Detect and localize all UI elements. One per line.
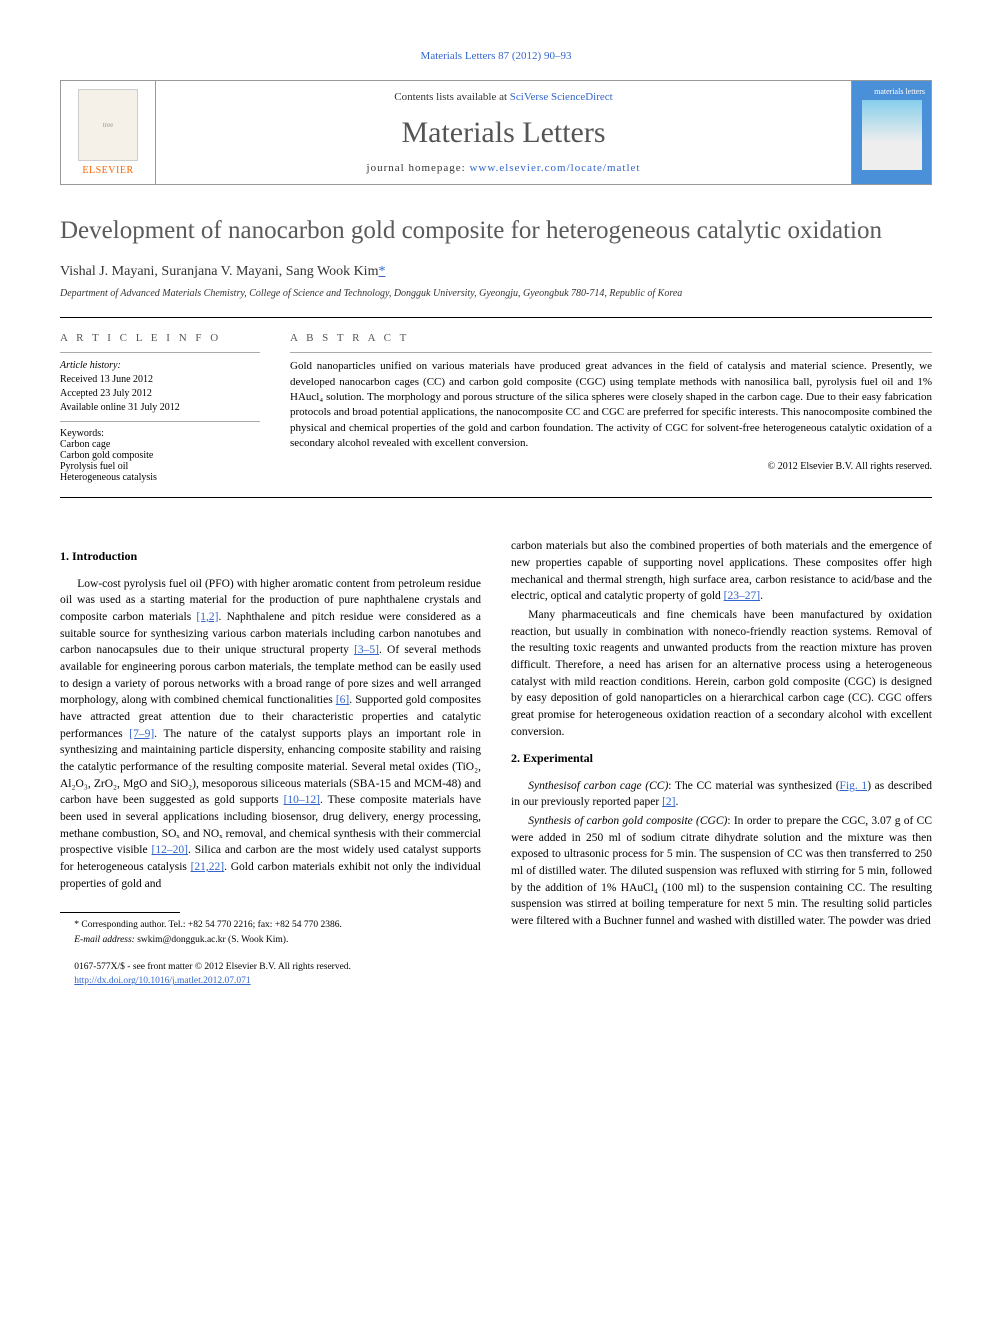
article-history-block: Article history: Received 13 June 2012 A… <box>60 352 260 415</box>
header-center: Contents lists available at SciVerse Sci… <box>156 81 851 184</box>
intro-paragraph-2: Many pharmaceuticals and fine chemicals … <box>511 607 932 740</box>
corresponding-author-footnote: * Corresponding author. Tel.: +82 54 770… <box>60 919 481 932</box>
accepted-date: Accepted 23 July 2012 <box>60 387 260 401</box>
elsevier-logo: tree ELSEVIER <box>61 81 156 184</box>
exp-paragraph-2: Synthesis of carbon gold composite (CGC)… <box>511 813 932 930</box>
corresponding-author-mark[interactable]: * <box>378 264 385 279</box>
email-label: E-mail address: <box>74 935 135 945</box>
cover-art-icon <box>862 100 922 170</box>
doi-link[interactable]: http://dx.doi.org/10.1016/j.matlet.2012.… <box>74 976 250 986</box>
contents-prefix: Contents lists available at <box>394 91 509 103</box>
journal-cover-thumbnail: materials letters <box>851 81 931 184</box>
citation-link[interactable]: [1,2] <box>196 611 218 623</box>
keyword: Carbon cage <box>60 439 260 450</box>
online-date: Available online 31 July 2012 <box>60 401 260 415</box>
section-1-heading: 1. Introduction <box>60 548 481 565</box>
journal-name: Materials Letters <box>166 116 841 150</box>
citation-link[interactable]: [10–12] <box>284 794 320 806</box>
article-title: Development of nanocarbon gold composite… <box>60 215 932 246</box>
journal-header-box: tree ELSEVIER Contents lists available a… <box>60 80 932 185</box>
article-info-heading: A R T I C L E I N F O <box>60 332 260 344</box>
exp-paragraph-1: Synthesisof carbon cage (CC): The CC mat… <box>511 778 932 811</box>
run-in-heading: Synthesisof carbon cage (CC) <box>528 780 668 792</box>
abstract-copyright: © 2012 Elsevier B.V. All rights reserved… <box>290 460 932 474</box>
homepage-prefix: journal homepage: <box>367 162 470 174</box>
footnote-separator <box>60 912 180 913</box>
cover-label: materials letters <box>858 87 925 96</box>
footnote-block: * Corresponding author. Tel.: +82 54 770… <box>60 912 481 987</box>
section-2-heading: 2. Experimental <box>511 750 932 767</box>
abstract-text: Gold nanoparticles unified on various ma… <box>290 359 932 451</box>
authors-line: Vishal J. Mayani, Suranjana V. Mayani, S… <box>60 264 932 280</box>
elsevier-tree-icon: tree <box>78 89 138 161</box>
intro-paragraph-1: Low-cost pyrolysis fuel oil (PFO) with h… <box>60 576 481 893</box>
homepage-link[interactable]: www.elsevier.com/locate/matlet <box>469 162 640 174</box>
citation-link[interactable]: [23–27] <box>724 590 760 602</box>
intro-paragraph-1-cont: carbon materials but also the combined p… <box>511 538 932 605</box>
article-info-column: A R T I C L E I N F O Article history: R… <box>60 332 260 483</box>
citation-link[interactable]: [7–9] <box>129 728 154 740</box>
keyword: Carbon gold composite <box>60 450 260 461</box>
page: Materials Letters 87 (2012) 90–93 tree E… <box>0 0 992 1038</box>
keyword: Pyrolysis fuel oil <box>60 461 260 472</box>
text-run: : The CC material was synthesized ( <box>668 780 839 792</box>
history-label: Article history: <box>60 359 260 373</box>
text-run: . <box>675 796 678 808</box>
doi-line: http://dx.doi.org/10.1016/j.matlet.2012.… <box>60 975 481 987</box>
affiliation: Department of Advanced Materials Chemist… <box>60 288 932 299</box>
email-value: swkim@dongguk.ac.kr (S. Wook Kim). <box>135 935 288 945</box>
text-run: . <box>760 590 763 602</box>
homepage-line: journal homepage: www.elsevier.com/locat… <box>166 162 841 174</box>
citation-link[interactable]: [12–20] <box>152 844 188 856</box>
keywords-block: Keywords: Carbon cage Carbon gold compos… <box>60 421 260 483</box>
info-abstract-row: A R T I C L E I N F O Article history: R… <box>60 317 932 498</box>
contents-lists-line: Contents lists available at SciVerse Sci… <box>166 91 841 103</box>
figure-link[interactable]: Fig. 1 <box>840 780 868 792</box>
keyword: Heterogeneous catalysis <box>60 472 260 483</box>
received-date: Received 13 June 2012 <box>60 373 260 387</box>
citation-link[interactable]: [3–5] <box>354 644 379 656</box>
abstract-column: A B S T R A C T Gold nanoparticles unifi… <box>290 332 932 483</box>
abstract-heading: A B S T R A C T <box>290 332 932 344</box>
journal-reference: Materials Letters 87 (2012) 90–93 <box>60 50 932 62</box>
abstract-block: Gold nanoparticles unified on various ma… <box>290 352 932 473</box>
sciencedirect-link[interactable]: SciVerse ScienceDirect <box>510 91 613 103</box>
citation-link[interactable]: [2] <box>662 796 675 808</box>
issn-line: 0167-577X/$ - see front matter © 2012 El… <box>60 961 481 973</box>
run-in-heading: Synthesis of carbon gold composite (CGC) <box>528 815 727 827</box>
authors-names: Vishal J. Mayani, Suranjana V. Mayani, S… <box>60 264 378 279</box>
elsevier-wordmark: ELSEVIER <box>82 165 133 176</box>
citation-link[interactable]: [21,22] <box>191 861 225 873</box>
text-run: carbon materials but also the combined p… <box>511 540 932 602</box>
citation-link[interactable]: [6] <box>336 694 349 706</box>
email-footnote: E-mail address: swkim@dongguk.ac.kr (S. … <box>60 934 481 947</box>
body-two-column: 1. Introduction Low-cost pyrolysis fuel … <box>60 538 932 987</box>
text-run: : In order to prepare the CGC, 3.07 g of… <box>511 815 932 927</box>
keywords-label: Keywords: <box>60 428 260 439</box>
